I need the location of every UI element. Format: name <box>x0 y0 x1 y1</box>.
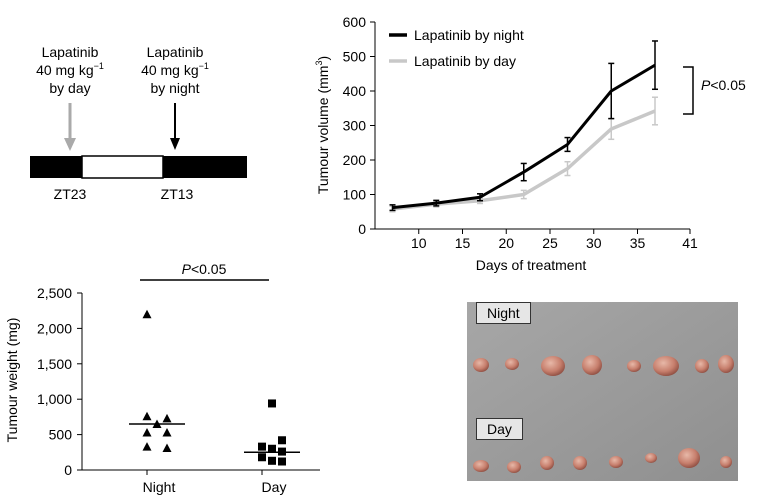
day-label-line2: 40 mg kg−1 <box>36 61 104 78</box>
day-tumour-row <box>473 448 732 473</box>
day-label-dose: 40 mg kg <box>36 62 94 78</box>
weight-point-day <box>278 436 286 445</box>
day-dose-arrow-icon <box>64 103 76 151</box>
photo-night-label: Night <box>476 302 531 324</box>
volume-x-axis-label: Days of treatment <box>476 257 587 273</box>
volume-x-tick-label: 35 <box>630 235 646 251</box>
night-label-line2: 40 mg kg−1 <box>141 61 209 78</box>
volume-y-axis-label: Tumour volume (mm3) <box>314 56 331 194</box>
volume-series <box>389 40 658 213</box>
weight-point-day <box>258 453 266 462</box>
weight-point-night <box>142 411 152 421</box>
weight-significance-label: P<0.05 <box>182 261 227 277</box>
volume-x-tick-label: 25 <box>542 235 558 251</box>
weight-y-tick-label: 1,500 <box>37 356 72 372</box>
weight-axes <box>81 293 320 471</box>
weight-y-axis-label: Tumour weight (mg) <box>4 318 20 443</box>
volume-x-tick-label: 30 <box>586 235 602 251</box>
night-tumour-row <box>473 355 734 376</box>
volume-y-tick-label: 600 <box>343 14 367 30</box>
weight-point-night <box>162 427 172 437</box>
volume-ticks: 0 100 200 300 400 500 600 10 15 20 25 30 35 41 <box>343 14 698 251</box>
volume-x-tick-label: 41 <box>682 235 698 251</box>
weight-y-tick-label: 500 <box>49 427 73 443</box>
schedule-panel: Lapatinib 40 mg kg−1 by day Lapatinib 40… <box>30 44 247 202</box>
volume-y-tick-label: 100 <box>343 187 367 203</box>
light-phase <box>81 155 164 179</box>
night-label-dose: 40 mg kg <box>141 62 199 78</box>
weight-ticks: 0 500 1,000 1,500 2,000 2,500 Night Day <box>37 285 287 495</box>
dark-phase-right <box>163 156 247 178</box>
weight-point-day <box>268 399 276 408</box>
dark-phase-left <box>30 156 82 178</box>
weight-point-night <box>162 443 172 453</box>
night-label-line1: Lapatinib <box>147 44 204 60</box>
volume-legend: Lapatinib by night Lapatinib by day <box>389 27 524 69</box>
legend-day-label: Lapatinib by day <box>414 53 516 69</box>
weight-y-tick-label: 1,000 <box>37 391 72 407</box>
weight-point-night <box>162 413 172 423</box>
volume-y-tick-label: 200 <box>343 152 367 168</box>
weight-point-day <box>258 442 266 451</box>
volume-x-tick-label: 15 <box>455 235 471 251</box>
weight-points <box>129 309 300 466</box>
weight-point-day <box>268 456 276 465</box>
weight-x-tick-label: Day <box>262 479 287 495</box>
volume-line-night <box>392 63 656 210</box>
zt-night-label: ZT13 <box>161 186 194 202</box>
volume-y-tick-label: 300 <box>343 118 367 134</box>
volume-significance-label: P<0.05 <box>701 77 746 93</box>
tumour-weight-chart: 0 500 1,000 1,500 2,000 2,500 Night Day Tumour … <box>4 261 320 495</box>
weight-point-night <box>142 309 152 319</box>
weight-y-tick-label: 2,500 <box>37 285 72 301</box>
weight-x-tick-label: Night <box>143 479 176 495</box>
day-label-line1: Lapatinib <box>42 44 99 60</box>
zt-day-label: ZT23 <box>54 186 87 202</box>
weight-point-day <box>278 457 286 466</box>
tumour-photo <box>467 302 738 481</box>
volume-y-tick-label: 0 <box>358 221 366 237</box>
volume-x-tick-label: 10 <box>411 235 427 251</box>
weight-point-night <box>142 427 152 437</box>
volume-y-tick-label: 500 <box>343 49 367 65</box>
photo-day-label: Day <box>476 418 523 440</box>
volume-y-tick-label: 400 <box>343 83 367 99</box>
tumour-volume-chart: 0 100 200 300 400 500 600 10 15 20 25 30 35 41 Days o… <box>314 14 746 273</box>
night-label-line3: by night <box>150 80 199 96</box>
day-label-superscript: −1 <box>94 61 104 71</box>
weight-y-tick-label: 2,000 <box>37 320 72 336</box>
night-dose-arrow-icon <box>170 103 180 150</box>
weight-point-day <box>268 444 276 453</box>
weight-point-night <box>142 442 152 451</box>
weight-y-tick-label: 0 <box>64 462 72 478</box>
volume-x-tick-label: 20 <box>498 235 514 251</box>
night-label-superscript: −1 <box>199 61 209 71</box>
legend-night-label: Lapatinib by night <box>414 27 524 43</box>
light-dark-bar <box>30 155 247 179</box>
day-label-line3: by day <box>49 80 90 96</box>
volume-significance-bracket <box>683 66 694 115</box>
